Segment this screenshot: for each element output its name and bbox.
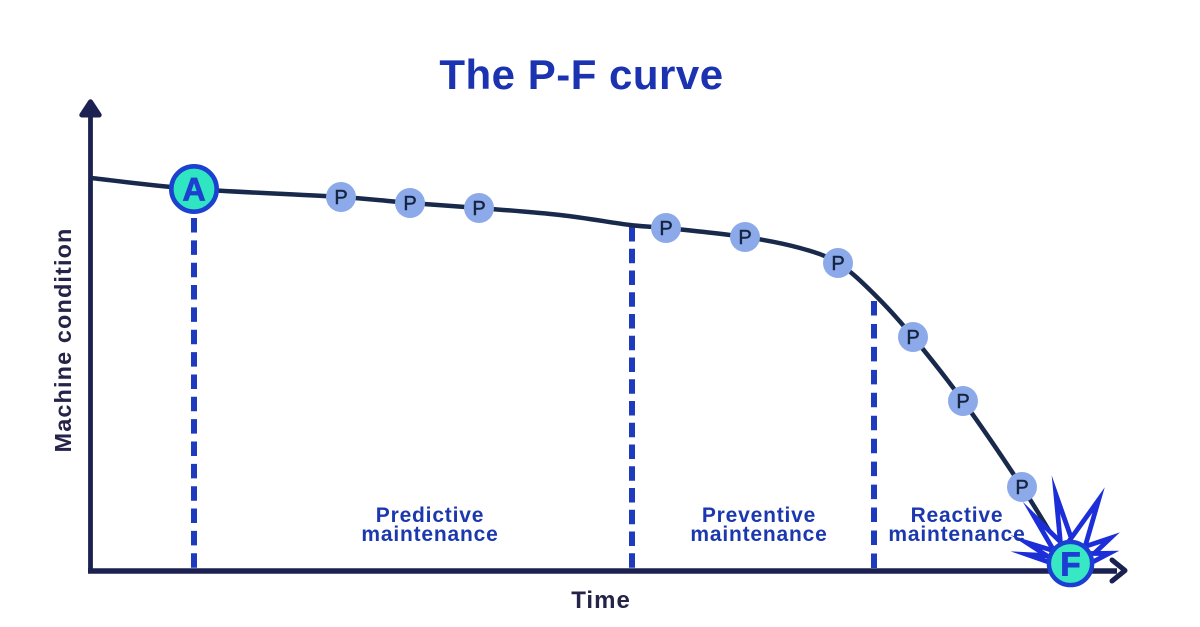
svg-text:maintenance: maintenance — [361, 523, 498, 546]
svg-text:P: P — [956, 391, 969, 413]
svg-text:maintenance: maintenance — [888, 523, 1025, 546]
svg-text:P: P — [906, 327, 919, 349]
svg-text:F: F — [1060, 546, 1080, 583]
svg-text:P: P — [738, 227, 751, 249]
svg-text:P: P — [403, 193, 416, 215]
svg-text:Machine condition: Machine condition — [50, 228, 76, 453]
svg-text:P: P — [334, 187, 347, 209]
svg-text:Reactive: Reactive — [911, 504, 1004, 527]
svg-text:P: P — [1015, 477, 1028, 499]
svg-text:P: P — [472, 198, 485, 220]
svg-text:maintenance: maintenance — [690, 523, 827, 546]
svg-text:P: P — [831, 253, 844, 275]
svg-text:P: P — [659, 218, 672, 240]
svg-text:A: A — [182, 172, 205, 208]
svg-text:Predictive: Predictive — [376, 504, 484, 527]
svg-text:The P-F curve: The P-F curve — [439, 51, 723, 98]
svg-text:Time: Time — [571, 587, 631, 614]
svg-text:Preventive: Preventive — [702, 504, 816, 527]
